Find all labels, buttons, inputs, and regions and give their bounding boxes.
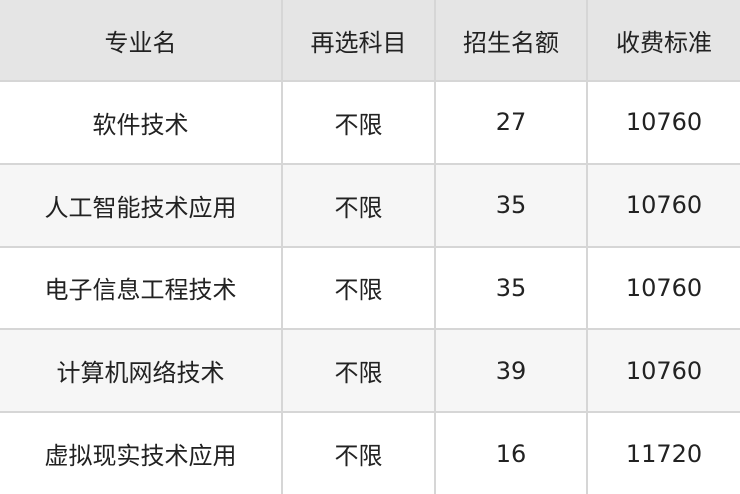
cell-subjects: 不限 (281, 162, 436, 248)
cell-major: 虚拟现实技术应用 (0, 411, 283, 494)
cell-subjects: 不限 (281, 80, 436, 165)
cell-fee: 11720 (586, 411, 740, 494)
cell-fee: 10760 (586, 80, 740, 165)
header-row: 专业名 再选科目 招生名额 收费标准 (0, 0, 740, 82)
table-row: 电子信息工程技术 不限 35 10760 (0, 245, 740, 331)
cell-fee: 10760 (586, 328, 740, 414)
cell-quota: 35 (434, 162, 588, 248)
cell-quota: 39 (434, 328, 588, 414)
cell-subjects: 不限 (281, 328, 436, 414)
header-major: 专业名 (0, 0, 283, 82)
cell-fee: 10760 (586, 245, 740, 331)
cell-major: 电子信息工程技术 (0, 245, 283, 331)
header-fee: 收费标准 (586, 0, 740, 82)
table-row: 软件技术 不限 27 10760 (0, 80, 740, 165)
header-quota: 招生名额 (434, 0, 588, 82)
cell-subjects: 不限 (281, 245, 436, 331)
cell-quota: 35 (434, 245, 588, 331)
cell-major: 软件技术 (0, 80, 283, 165)
cell-major: 计算机网络技术 (0, 328, 283, 414)
cell-fee: 10760 (586, 162, 740, 248)
cell-quota: 27 (434, 80, 588, 165)
cell-subjects: 不限 (281, 411, 436, 494)
table-row: 人工智能技术应用 不限 35 10760 (0, 162, 740, 248)
cell-quota: 16 (434, 411, 588, 494)
table-row: 计算机网络技术 不限 39 10760 (0, 328, 740, 414)
cell-major: 人工智能技术应用 (0, 162, 283, 248)
header-subjects: 再选科目 (281, 0, 436, 82)
table-row: 虚拟现实技术应用 不限 16 11720 (0, 411, 740, 494)
